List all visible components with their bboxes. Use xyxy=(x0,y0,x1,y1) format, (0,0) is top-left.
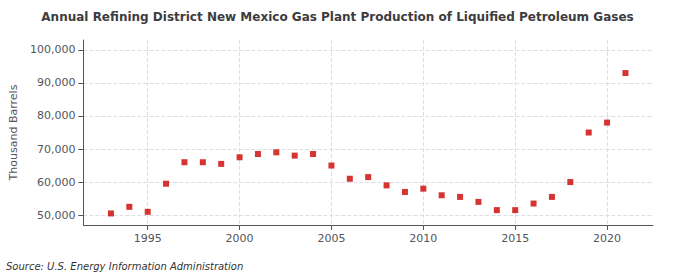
svg-text:1995: 1995 xyxy=(134,232,162,245)
svg-text:90,000: 90,000 xyxy=(37,76,76,89)
svg-text:70,000: 70,000 xyxy=(37,143,76,156)
svg-text:80,000: 80,000 xyxy=(37,109,76,122)
svg-text:2005: 2005 xyxy=(317,232,345,245)
svg-text:2010: 2010 xyxy=(409,232,437,245)
svg-text:2020: 2020 xyxy=(593,232,621,245)
svg-text:2000: 2000 xyxy=(226,232,254,245)
svg-text:2015: 2015 xyxy=(501,232,529,245)
svg-text:Annual Refining District New M: Annual Refining District New Mexico Gas … xyxy=(41,10,633,24)
svg-text:Source: U.S. Energy Informatio: Source: U.S. Energy Information Administ… xyxy=(6,261,243,272)
svg-text:60,000: 60,000 xyxy=(37,176,76,189)
svg-text:100,000: 100,000 xyxy=(30,43,76,56)
svg-text:Thousand Barrels: Thousand Barrels xyxy=(7,84,20,181)
svg-text:50,000: 50,000 xyxy=(37,209,76,222)
